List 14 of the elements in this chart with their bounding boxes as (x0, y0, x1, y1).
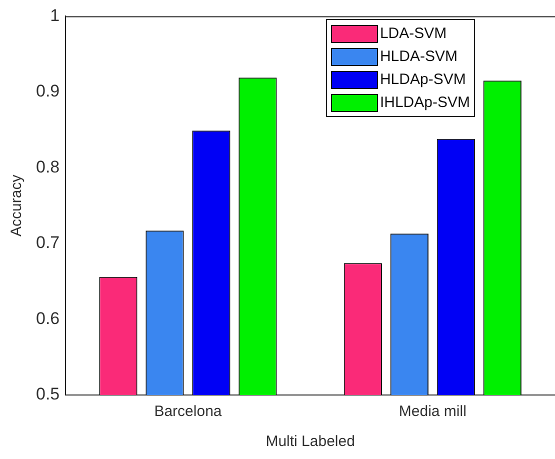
legend-label: IHLDAp-SVM (380, 94, 470, 112)
y-tick-label: 1 (50, 6, 60, 25)
y-tick-label: 0.9 (36, 82, 60, 101)
y-tick-label: 0.8 (36, 157, 60, 176)
x-tick-label: Barcelona (154, 403, 222, 420)
legend-label: HLDAp-SVM (380, 71, 466, 88)
legend-label: LDA-SVM (380, 25, 447, 42)
y-tick-label: 0.7 (36, 233, 60, 252)
x-axis-title: Multi Labeled (266, 433, 355, 450)
y-tick-label: 0.5 (36, 384, 60, 404)
legend-label: HLDA-SVM (380, 48, 458, 66)
x-tick-label: Media mill (398, 403, 466, 420)
y-tick-label: 0.6 (36, 308, 60, 328)
y-axis-title: Accuracy (8, 174, 26, 236)
